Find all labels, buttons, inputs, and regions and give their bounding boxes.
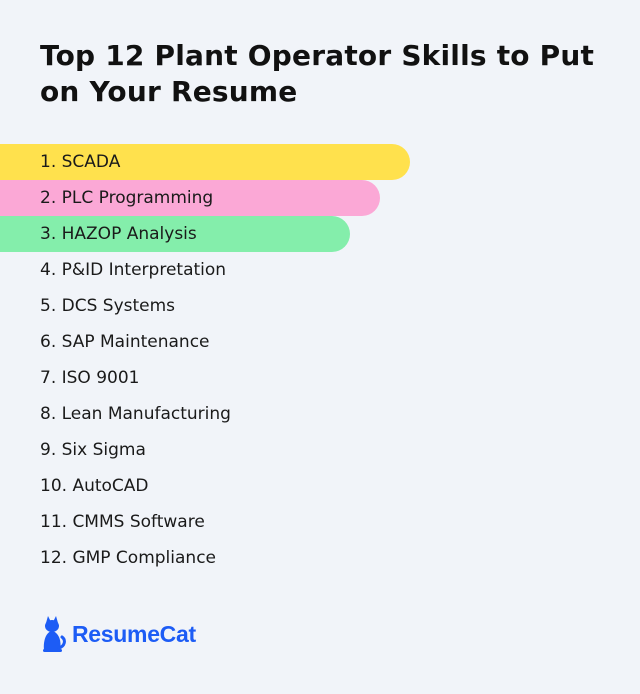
skill-item: 11. CMMS Software (40, 512, 205, 532)
skill-item: 4. P&ID Interpretation (40, 260, 227, 280)
skill-item: 9. Six Sigma (40, 440, 146, 460)
cat-icon (40, 614, 66, 654)
skill-item: 2. PLC Programming (0, 180, 380, 216)
skill-item: 3. HAZOP Analysis (0, 216, 350, 252)
skill-item: 1. SCADA (0, 144, 410, 180)
brand-name: ResumeCat (72, 620, 196, 647)
skill-item: 12. GMP Compliance (40, 548, 217, 568)
skill-item: 7. ISO 9001 (40, 368, 140, 388)
skill-item: 6. SAP Maintenance (40, 332, 210, 352)
skill-item: 10. AutoCAD (40, 476, 149, 496)
skills-list: 1. SCADA 2. PLC Programming 3. HAZOP Ana… (0, 144, 640, 576)
skill-item: 8. Lean Manufacturing (40, 404, 231, 424)
skill-item: 5. DCS Systems (40, 296, 176, 316)
brand-logo: ResumeCat (40, 614, 196, 654)
page-title: Top 12 Plant Operator Skills to Put on Y… (40, 39, 595, 108)
